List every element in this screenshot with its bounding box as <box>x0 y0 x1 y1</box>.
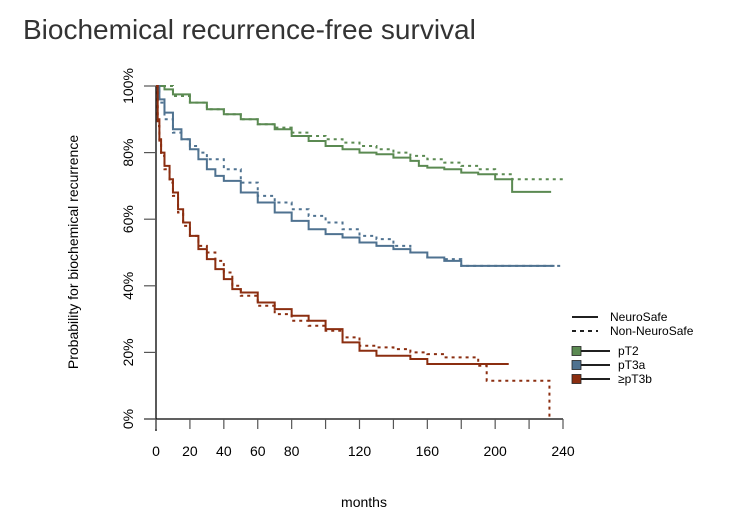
y-tick-label: 80% <box>120 139 136 167</box>
x-axis-label: months <box>341 494 387 510</box>
y-tick-label: 100% <box>120 68 136 104</box>
x-tick-label: 200 <box>483 443 507 459</box>
y-tick-label: 0% <box>120 409 136 429</box>
x-tick-label: 120 <box>348 443 372 459</box>
y-axis-label: Probability for biochemical recurrence <box>65 135 81 369</box>
x-tick-label: 0 <box>152 443 160 459</box>
legend-label: pT3a <box>618 358 646 372</box>
legend-label: NeuroSafe <box>610 310 668 324</box>
legend-swatch <box>571 360 582 370</box>
curve-pt3b-dashed <box>156 85 551 419</box>
curve-pt2-dashed <box>156 85 563 181</box>
legend-swatch <box>571 346 582 356</box>
legend-label: pT2 <box>618 344 639 358</box>
curve-pt2-solid <box>156 85 552 193</box>
legend-label: ≥pT3b <box>618 372 652 386</box>
y-tick-label: 20% <box>120 338 136 366</box>
chart-title: Biochemical recurrence-free survival <box>23 14 476 45</box>
y-tick-label: 40% <box>120 272 136 300</box>
survival-curves <box>156 85 563 419</box>
x-tick-label: 80 <box>284 443 300 459</box>
y-tick-label: 60% <box>120 205 136 233</box>
legend-label: Non-NeuroSafe <box>610 324 694 338</box>
x-tick-label: 40 <box>216 443 232 459</box>
x-tick-label: 20 <box>182 443 198 459</box>
axes: 0% 20% 40% 60% 80% 100% 0 20 40 60 80 120 160 200 240 <box>120 68 575 459</box>
curve-pt3b-solid <box>156 85 509 366</box>
x-tick-label: 160 <box>416 443 440 459</box>
x-tick-label: 60 <box>250 443 266 459</box>
legend-swatch <box>571 374 582 384</box>
x-tick-label: 240 <box>551 443 575 459</box>
